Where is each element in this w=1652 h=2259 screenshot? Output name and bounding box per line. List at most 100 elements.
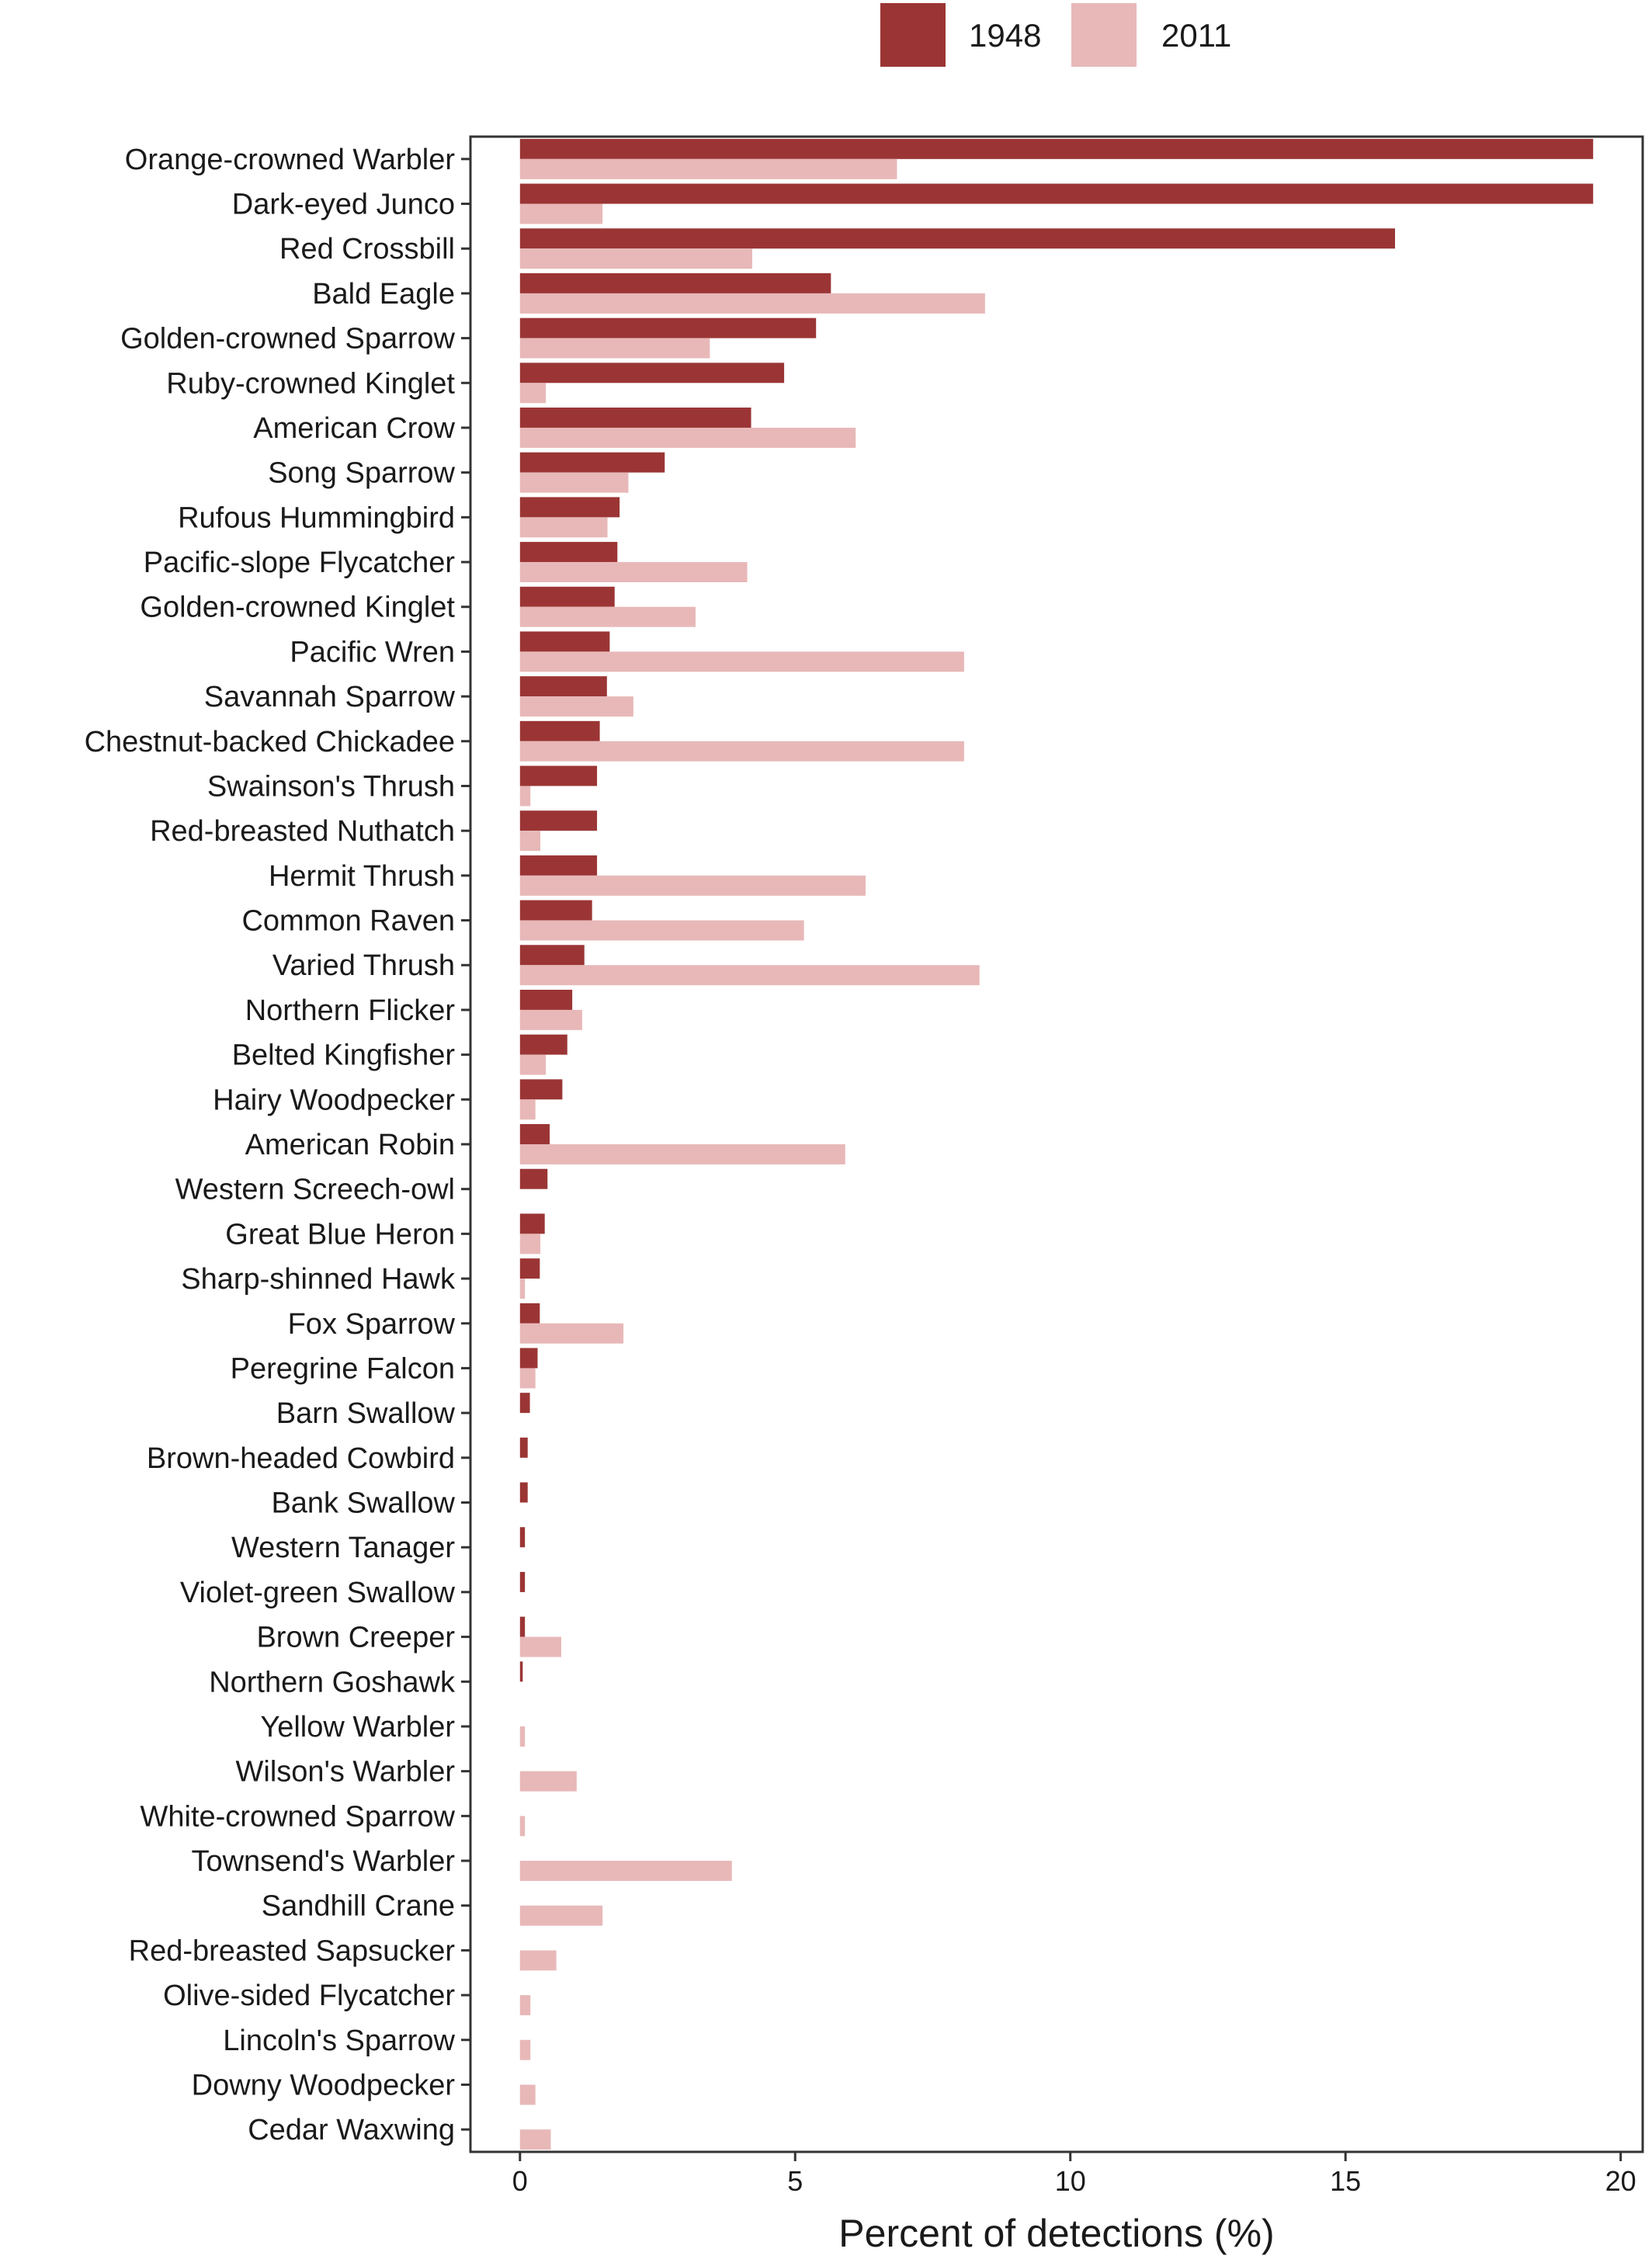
category-label-golden-crowned-sparrow: Golden-crowned Sparrow	[120, 323, 455, 356]
bar-2011-red-crossbill	[519, 248, 752, 269]
x-axis-title: Percent of detections (%)	[838, 2212, 1274, 2255]
bar-1948-northern-goshawk	[519, 1661, 523, 1682]
bar-2011-red-breasted-nuthatch	[519, 831, 541, 852]
bar-1948-pacific-slope-flycatcher	[519, 542, 618, 563]
category-label-chestnut-backed-chickadee: Chestnut-backed Chickadee	[85, 726, 455, 758]
bar-2011-sandhill-crane	[519, 1905, 603, 1926]
bar-1948-ruby-crowned-kinglet	[519, 363, 785, 383]
bar-1948-brown-creeper	[519, 1616, 526, 1637]
bar-2011-red-breasted-sapsucker	[519, 1950, 557, 1971]
bar-group	[519, 138, 1594, 2150]
bar-1948-pacific-wren	[519, 631, 610, 652]
bar-2011-swainson-s-thrush	[519, 786, 531, 807]
category-label-sandhill-crane: Sandhill Crane	[262, 1890, 455, 1923]
x-tick-label-10: 10	[1055, 2165, 1086, 2197]
legend-swatch-2011	[1071, 3, 1137, 67]
bar-1948-bald-eagle	[519, 272, 831, 293]
bar-2011-pacific-wren	[519, 651, 964, 672]
bar-2011-ruby-crowned-kinglet	[519, 383, 547, 404]
bar-1948-hairy-woodpecker	[519, 1079, 563, 1100]
x-axis: 0 5 10 15 20	[512, 2152, 1636, 2197]
bar-1948-sharp-shinned-hawk	[519, 1258, 540, 1279]
x-tick-label-0: 0	[512, 2165, 528, 2197]
bar-1948-orange-crowned-warbler	[519, 138, 1594, 159]
category-label-orange-crowned-warbler: Orange-crowned Warbler	[125, 144, 456, 176]
bar-2011-varied-thrush	[519, 965, 980, 986]
bar-1948-red-crossbill	[519, 228, 1395, 249]
bar-2011-dark-eyed-junco	[519, 203, 603, 224]
bar-1948-song-sparrow	[519, 452, 665, 473]
category-label-rufous-hummingbird: Rufous Hummingbird	[178, 501, 455, 534]
bar-2011-northern-flicker	[519, 1009, 582, 1030]
category-label-lincoln-s-sparrow: Lincoln's Sparrow	[223, 2025, 455, 2057]
category-label-bald-eagle: Bald Eagle	[312, 278, 455, 311]
category-label-brown-creeper: Brown Creeper	[256, 1622, 455, 1654]
category-label-red-crossbill: Red Crossbill	[279, 233, 455, 265]
category-label-red-breasted-nuthatch: Red-breasted Nuthatch	[150, 815, 455, 848]
bar-1948-barn-swallow	[519, 1393, 530, 1414]
category-label-savannah-sparrow: Savannah Sparrow	[204, 681, 456, 713]
bar-2011-savannah-sparrow	[519, 696, 633, 717]
category-label-pacific-slope-flycatcher: Pacific-slope Flycatcher	[144, 547, 456, 579]
category-label-western-screech-owl: Western Screech-owl	[175, 1174, 455, 1206]
x-tick-label-15: 15	[1330, 2165, 1361, 2197]
bar-1948-red-breasted-nuthatch	[519, 810, 598, 831]
category-label-varied-thrush: Varied Thrush	[272, 949, 455, 982]
legend-label-2011: 2011	[1161, 17, 1231, 54]
bar-2011-golden-crowned-kinglet	[519, 606, 696, 627]
bar-1948-golden-crowned-sparrow	[519, 318, 817, 338]
category-label-swainson-s-thrush: Swainson's Thrush	[207, 770, 455, 803]
bar-1948-dark-eyed-junco	[519, 183, 1594, 204]
bar-1948-peregrine-falcon	[519, 1348, 538, 1369]
bar-1948-brown-headed-cowbird	[519, 1437, 528, 1458]
bar-1948-rufous-hummingbird	[519, 497, 620, 518]
bar-2011-rufous-hummingbird	[519, 517, 608, 538]
bar-1948-chestnut-backed-chickadee	[519, 720, 600, 741]
bar-2011-pacific-slope-flycatcher	[519, 562, 748, 583]
bar-1948-western-tanager	[519, 1527, 526, 1548]
bar-2011-yellow-warbler	[519, 1726, 526, 1747]
category-label-peregrine-falcon: Peregrine Falcon	[231, 1352, 455, 1385]
category-label-american-crow: American Crow	[253, 412, 455, 445]
bar-1948-bank-swallow	[519, 1482, 528, 1503]
category-label-belted-kingfisher: Belted Kingfisher	[232, 1039, 456, 1072]
y-axis: Orange-crowned Warbler Dark-eyed Junco Red…	[85, 144, 470, 2146]
x-tick-label-5: 5	[787, 2165, 803, 2197]
bar-2011-downy-woodpecker	[519, 2084, 536, 2105]
bar-1948-american-robin	[519, 1124, 550, 1144]
bar-1948-american-crow	[519, 408, 751, 428]
category-label-sharp-shinned-hawk: Sharp-shinned Hawk	[181, 1263, 456, 1296]
category-label-brown-headed-cowbird: Brown-headed Cowbird	[147, 1442, 455, 1475]
bar-1948-varied-thrush	[519, 945, 585, 966]
bar-2011-common-raven	[519, 920, 804, 941]
category-label-bank-swallow: Bank Swallow	[271, 1487, 455, 1520]
category-label-ruby-crowned-kinglet: Ruby-crowned Kinglet	[166, 367, 455, 400]
bar-2011-cedar-waxwing	[519, 2129, 551, 2150]
bar-2011-white-crowned-sparrow	[519, 1816, 526, 1837]
bar-2011-sharp-shinned-hawk	[519, 1279, 526, 1300]
category-label-golden-crowned-kinglet: Golden-crowned Kinglet	[140, 592, 455, 624]
bar-2011-song-sparrow	[519, 472, 629, 493]
bar-1948-swainson-s-thrush	[519, 765, 598, 786]
category-label-dark-eyed-junco: Dark-eyed Junco	[232, 189, 455, 221]
bar-2011-peregrine-falcon	[519, 1368, 536, 1389]
category-label-pacific-wren: Pacific Wren	[290, 636, 455, 668]
bar-1948-savannah-sparrow	[519, 676, 607, 697]
bar-2011-brown-creeper	[519, 1636, 561, 1657]
bar-1948-golden-crowned-kinglet	[519, 586, 615, 607]
category-label-song-sparrow: Song Sparrow	[268, 457, 455, 490]
category-label-wilson-s-warbler: Wilson's Warbler	[236, 1756, 456, 1789]
bar-2011-golden-crowned-sparrow	[519, 338, 710, 359]
category-label-barn-swallow: Barn Swallow	[276, 1397, 456, 1430]
bar-2011-belted-kingfisher	[519, 1054, 547, 1075]
bar-1948-violet-green-swallow	[519, 1571, 526, 1592]
bar-1948-belted-kingfisher	[519, 1034, 567, 1055]
category-label-great-blue-heron: Great Blue Heron	[225, 1218, 455, 1251]
bar-2011-townsend-s-warbler	[519, 1861, 732, 1881]
bar-2011-orange-crowned-warbler	[519, 158, 897, 179]
category-label-hermit-thrush: Hermit Thrush	[269, 860, 455, 893]
legend-label-1948: 1948	[969, 17, 1041, 54]
x-tick-label-20: 20	[1605, 2165, 1636, 2197]
bar-2011-hermit-thrush	[519, 875, 866, 896]
category-label-western-tanager: Western Tanager	[231, 1532, 455, 1564]
